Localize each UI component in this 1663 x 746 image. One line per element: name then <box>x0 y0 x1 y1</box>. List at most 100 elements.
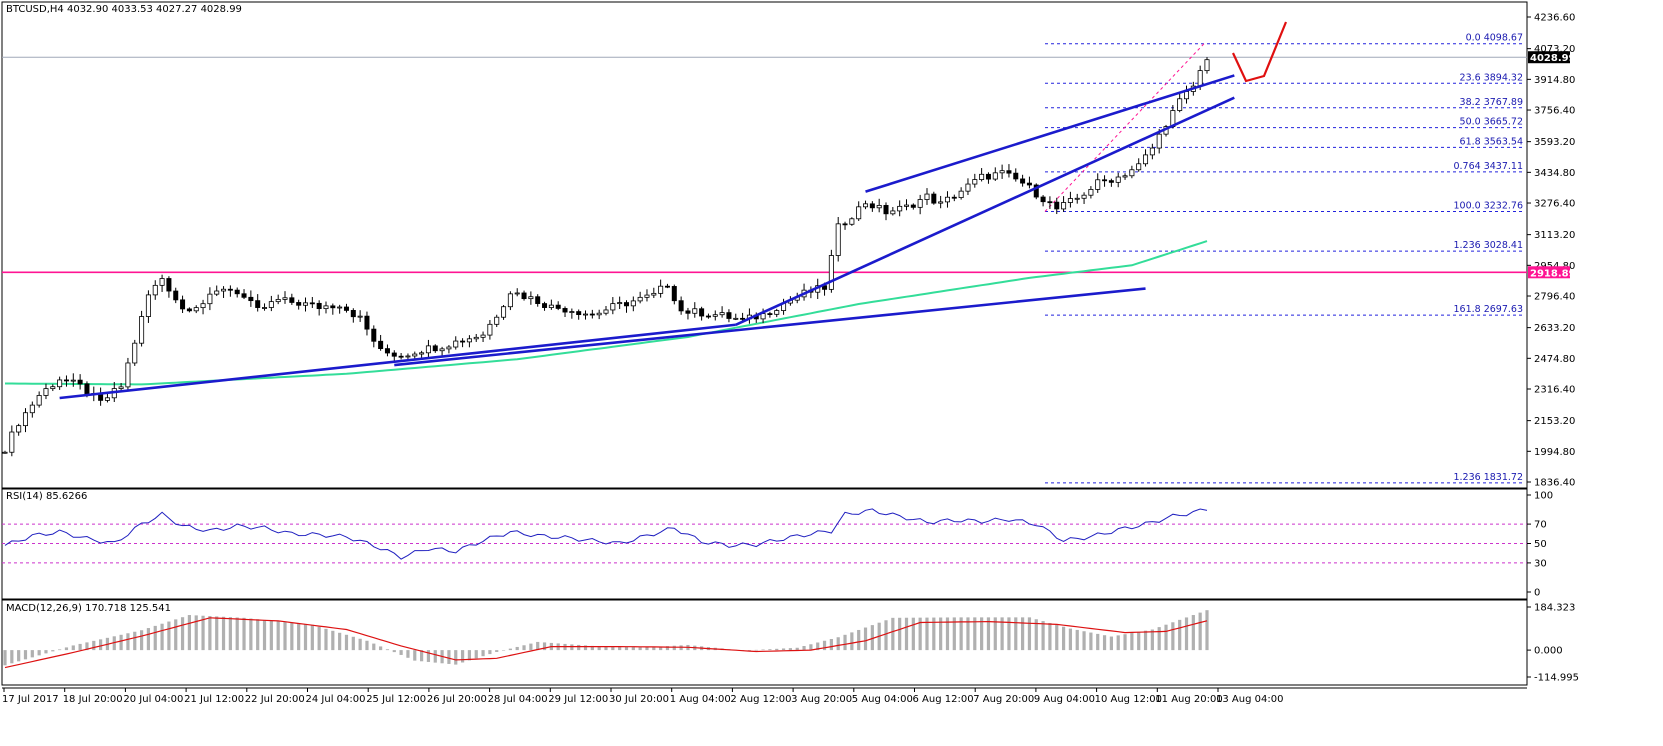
fib-level-label: 100.0 3232.76 <box>1453 200 1523 211</box>
fib-level-label: 23.6 3894.32 <box>1460 72 1523 83</box>
candle-body <box>207 293 213 305</box>
candle-body <box>726 312 732 319</box>
macd-histogram-bar <box>597 646 601 651</box>
candle-body <box>84 383 90 395</box>
macd-histogram-bar <box>939 617 943 651</box>
macd-histogram-bar <box>153 625 157 651</box>
candle-body <box>1047 201 1053 204</box>
candle-body <box>623 302 629 307</box>
macd-histogram-bar <box>454 650 458 665</box>
candle-body <box>16 425 22 433</box>
macd-histogram-bar <box>884 620 888 651</box>
macd-histogram-bar <box>276 621 280 651</box>
macd-histogram-bar <box>194 615 198 651</box>
macd-histogram-bar <box>672 645 676 651</box>
candle-body <box>719 312 725 316</box>
macd-histogram-bar <box>23 650 28 660</box>
candle-body <box>104 397 110 401</box>
candle-body <box>678 300 684 312</box>
macd-histogram-bar <box>460 650 465 663</box>
candle-body <box>173 290 179 301</box>
candle-body <box>507 293 513 308</box>
candle-body <box>1040 196 1046 203</box>
time-tick-label: 28 Jul 04:00 <box>488 694 548 705</box>
macd-histogram-bar <box>406 650 410 658</box>
macd-histogram-bar <box>1123 634 1127 651</box>
macd-histogram-bar <box>1021 617 1025 651</box>
candle-body <box>391 352 397 357</box>
trendline <box>59 323 736 400</box>
macd-histogram-bar <box>754 649 758 651</box>
candle-body <box>705 315 711 318</box>
macd-histogram-bar <box>1171 622 1175 651</box>
candle-body <box>357 315 363 318</box>
time-tick-label: 24 Jul 04:00 <box>306 694 366 705</box>
candle-body <box>70 379 76 382</box>
macd-histogram-bar <box>1130 633 1134 651</box>
price-tick-label: 1836.40 <box>1534 478 1575 489</box>
candle-body <box>289 297 295 303</box>
candle-body <box>275 299 281 303</box>
macd-histogram-bar <box>37 650 41 656</box>
candle-body <box>589 313 595 316</box>
macd-histogram-bar <box>160 623 164 651</box>
current-price-tag <box>1528 51 1570 64</box>
candle-body <box>255 300 261 308</box>
resistance-price-tag <box>1528 266 1570 279</box>
macd-histogram-bar <box>44 650 48 654</box>
macd-histogram-bar <box>604 646 608 651</box>
macd-pane[interactable] <box>3 610 1209 669</box>
candle-body <box>1067 198 1073 203</box>
macd-histogram-bar <box>92 640 96 651</box>
macd-histogram-bar <box>10 650 14 664</box>
candle-body <box>658 285 664 294</box>
candle-body <box>1026 182 1032 186</box>
candle-body <box>398 355 404 358</box>
macd-histogram-bar <box>317 626 321 651</box>
macd-histogram-bar <box>379 646 383 651</box>
price-tick-label: 3113.20 <box>1534 230 1575 241</box>
candle-body <box>419 352 425 355</box>
candle-body <box>644 294 650 298</box>
macd-histogram-bar <box>64 647 69 651</box>
candle-body <box>330 305 336 309</box>
candle-body <box>1061 202 1067 210</box>
candle-body <box>514 292 520 295</box>
macd-histogram-bar <box>966 617 970 651</box>
macd-histogram-bar <box>262 619 267 651</box>
candle-body <box>1129 169 1135 177</box>
macd-histogram-bar <box>303 624 308 651</box>
macd-histogram-bar <box>501 650 506 651</box>
macd-histogram-bar <box>399 650 403 655</box>
candle-body <box>1033 184 1039 198</box>
candle-body <box>562 308 568 313</box>
macd-histogram-bar <box>420 650 424 662</box>
candle-body <box>1102 179 1108 182</box>
candle-body <box>9 431 15 453</box>
macd-histogram-bar <box>365 640 369 651</box>
candle-body <box>186 308 192 312</box>
candle-body <box>555 304 561 309</box>
candle-body <box>118 386 124 389</box>
candle-body <box>268 301 274 308</box>
macd-histogram-bar <box>146 628 151 651</box>
macd-histogram-bar <box>310 624 314 651</box>
price-pane-title: BTCUSD,H4 4032.90 4033.53 4027.27 4028.9… <box>6 4 242 15</box>
macd-histogram-bar <box>1041 621 1045 651</box>
macd-histogram-bar <box>542 642 547 651</box>
chart-frame <box>1 1 1528 689</box>
candle-body <box>1095 179 1101 190</box>
price-tick-label: 4236.60 <box>1534 13 1575 24</box>
rsi-pane[interactable] <box>2 508 1527 564</box>
time-tick-label: 25 Jul 12:00 <box>366 694 426 705</box>
price-pane[interactable]: 0.0 4098.67 23.6 3894.32 38.2 3767.89 50.0 … <box>2 21 1527 484</box>
macd-histogram-bar <box>843 634 847 651</box>
fib-level-label: 161.8 2697.63 <box>1453 304 1523 315</box>
macd-histogram-bar <box>3 650 7 666</box>
macd-histogram-bar <box>659 646 663 651</box>
time-tick-label: 22 Jul 20:00 <box>245 694 305 705</box>
macd-tick-label: -114.995 <box>1534 673 1579 684</box>
candle-body <box>664 285 670 288</box>
macd-histogram-bar <box>1014 617 1018 651</box>
